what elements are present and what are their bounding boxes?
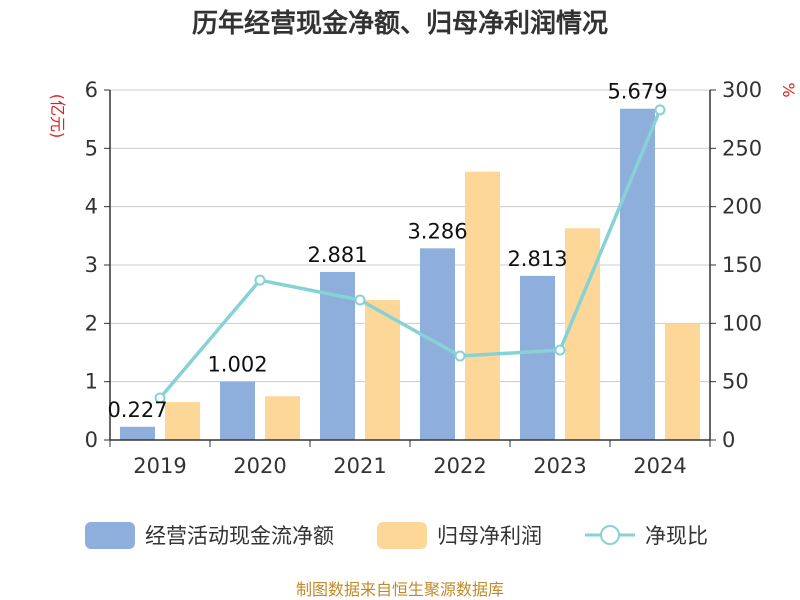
line-point — [254, 274, 266, 286]
line-point — [654, 104, 666, 116]
data-label: 0.227 — [107, 398, 167, 422]
data-label: 2.881 — [307, 243, 367, 267]
left-tick-label: 0 — [85, 428, 98, 452]
bar — [565, 228, 600, 440]
right-tick-label: 0 — [722, 428, 735, 452]
series-line — [158, 109, 662, 400]
bar — [120, 426, 155, 440]
x-tick-label: 2019 — [133, 454, 186, 478]
line-point — [454, 350, 466, 362]
left-tick-label: 6 — [85, 78, 98, 102]
x-tick-label: 2023 — [533, 454, 586, 478]
axes: 0 1 2 3 4 5 6 0 50 100 150 200 250 300 2019 2020 2021 202… — [85, 78, 762, 478]
bar — [265, 396, 300, 440]
source-note: 制图数据来自恒生聚源数据库 — [296, 580, 504, 599]
data-labels: 0.227 1.002 2.881 3.286 2.813 5.679 — [107, 80, 667, 422]
right-tick-label: 150 — [722, 253, 762, 277]
right-tick-label: 300 — [722, 78, 762, 102]
legend-label: 净现比 — [645, 524, 708, 548]
x-tick-label: 2024 — [633, 454, 686, 478]
bar — [220, 381, 255, 440]
grid-lines — [110, 89, 710, 383]
legend: 经营活动现金流净额 归母净利润 净现比 — [85, 522, 708, 549]
right-tick-label: 200 — [722, 195, 762, 219]
legend-label: 经营活动现金流净额 — [145, 524, 334, 548]
bar — [665, 323, 700, 440]
line-point — [354, 294, 366, 306]
left-tick-label: 2 — [85, 311, 98, 335]
line-point — [154, 392, 166, 404]
right-tick-label: 50 — [722, 370, 749, 394]
line-series — [154, 104, 666, 404]
bar — [520, 275, 555, 440]
left-tick-label: 3 — [85, 253, 98, 277]
x-tick-label: 2022 — [433, 454, 486, 478]
left-axis-unit: (亿元) — [48, 94, 67, 139]
chart-title: 历年经营现金净额、归母净利润情况 — [192, 8, 608, 39]
right-axis-unit: % — [779, 82, 798, 97]
legend-label: 归母净利润 — [437, 524, 542, 548]
x-tick-label: 2021 — [333, 454, 386, 478]
bar-series — [120, 108, 700, 440]
left-tick-label: 5 — [85, 136, 98, 160]
bar — [320, 271, 355, 440]
data-label: 5.679 — [607, 80, 667, 104]
bar — [465, 171, 500, 440]
right-tick-label: 250 — [722, 136, 762, 160]
left-tick-label: 1 — [85, 370, 98, 394]
legend-swatch — [85, 522, 135, 549]
data-label: 2.813 — [507, 247, 567, 271]
bar — [620, 108, 655, 440]
legend-swatch — [377, 522, 427, 549]
legend-swatch-marker — [600, 525, 620, 545]
bar — [165, 402, 200, 440]
left-tick-label: 4 — [85, 195, 98, 219]
right-tick-label: 100 — [722, 311, 762, 335]
bar — [365, 300, 400, 440]
line-point — [554, 344, 566, 356]
data-label: 1.002 — [207, 353, 267, 377]
x-tick-label: 2020 — [233, 454, 286, 478]
data-label: 3.286 — [407, 219, 467, 243]
